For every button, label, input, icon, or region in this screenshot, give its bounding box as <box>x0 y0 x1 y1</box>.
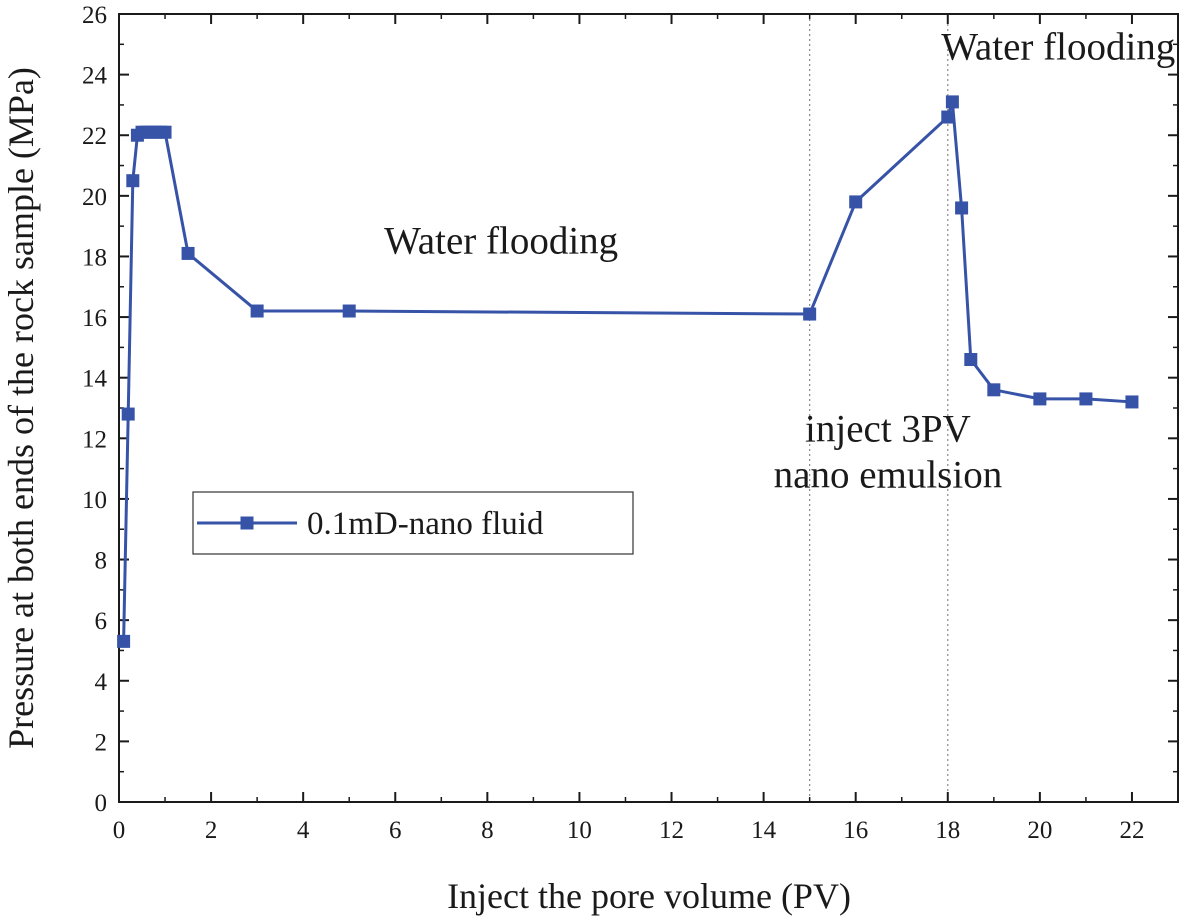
y-tick-label: 6 <box>95 608 108 635</box>
data-point <box>849 195 863 209</box>
y-tick-label: 22 <box>82 123 107 150</box>
data-point <box>158 125 172 139</box>
series-line <box>122 100 1133 642</box>
data-point <box>1033 392 1047 406</box>
x-tick-label: 18 <box>935 817 960 844</box>
x-tick-label: 14 <box>751 817 777 844</box>
x-tick-label: 10 <box>567 817 592 844</box>
legend-label: 0.1mD-nano fluid <box>307 506 544 542</box>
y-tick-label: 2 <box>95 729 108 756</box>
x-tick-label: 0 <box>113 817 126 844</box>
y-tick-label: 12 <box>82 426 107 453</box>
legend-marker-swatch <box>240 516 254 530</box>
x-tick-label: 4 <box>297 817 310 844</box>
tick-marks <box>118 13 1178 803</box>
x-tick-label: 20 <box>1027 817 1052 844</box>
series-group <box>117 95 1139 648</box>
data-point <box>987 383 1001 397</box>
x-tick-labels: 0 2 4 6 8 10 12 14 16 18 20 22 <box>113 817 1145 844</box>
x-tick-label: 16 <box>843 817 868 844</box>
data-point <box>342 304 356 318</box>
data-point <box>121 407 135 421</box>
data-point <box>964 353 978 367</box>
data-point <box>1125 395 1139 409</box>
annotation-text: inject 3PV <box>805 407 971 450</box>
y-tick-label: 16 <box>82 305 107 332</box>
y-tick-label: 14 <box>82 366 108 393</box>
y-tick-label: 8 <box>95 548 108 575</box>
data-point <box>126 174 140 188</box>
reference-lines <box>809 14 949 802</box>
data-point <box>941 110 955 124</box>
y-tick-label: 26 <box>82 2 107 29</box>
data-point <box>250 304 264 318</box>
data-point <box>945 95 959 109</box>
x-tick-label: 8 <box>481 817 494 844</box>
data-point <box>1079 392 1093 406</box>
annotation-text: nano emulsion <box>774 453 1003 496</box>
data-point <box>117 634 131 648</box>
y-tick-label: 10 <box>82 487 107 514</box>
x-tick-label: 6 <box>389 817 402 844</box>
x-tick-label: 2 <box>205 817 218 844</box>
data-point <box>803 307 817 321</box>
y-tick-label: 4 <box>95 669 108 696</box>
data-point <box>955 201 969 215</box>
data-point <box>181 246 195 260</box>
plot-frame <box>118 13 1179 803</box>
x-axis-title: Inject the pore volume (PV) <box>447 876 851 916</box>
annotation-text: Water flooding <box>941 25 1175 68</box>
y-tick-label: 20 <box>82 184 107 211</box>
x-tick-label: 12 <box>659 817 684 844</box>
y-tick-label: 24 <box>82 63 108 90</box>
y-axis-title: Pressure at both ends of the rock sample… <box>1 67 41 749</box>
y-tick-label: 18 <box>82 244 107 271</box>
y-tick-label: 0 <box>95 790 108 817</box>
axes-frame <box>118 13 1179 803</box>
annotation-text: Water flooding <box>384 219 618 262</box>
x-tick-label: 22 <box>1119 817 1144 844</box>
legend: 0.1mD-nano fluid <box>192 491 634 555</box>
